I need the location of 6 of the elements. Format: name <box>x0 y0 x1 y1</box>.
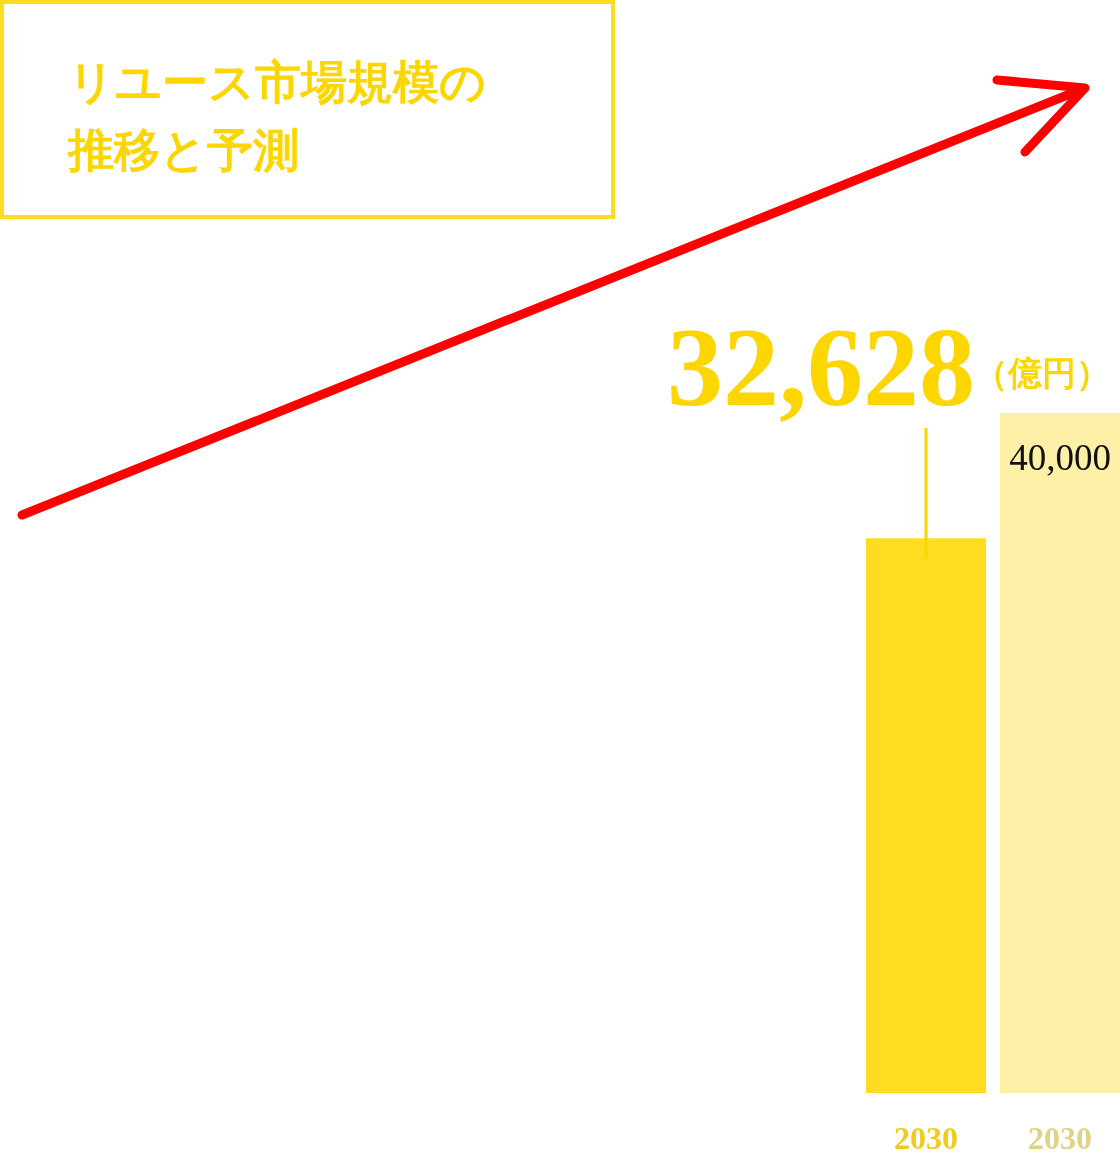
data-label: 40,000 <box>1009 437 1111 478</box>
text: リユース市場規模の推移と予測 <box>66 57 486 176</box>
text: （億円） <box>974 355 1110 392</box>
data-label: 32,628 <box>667 305 975 429</box>
x-tick-label: 2030 <box>1028 1119 1092 1155</box>
x-tick-label: 2030 <box>894 1119 958 1155</box>
